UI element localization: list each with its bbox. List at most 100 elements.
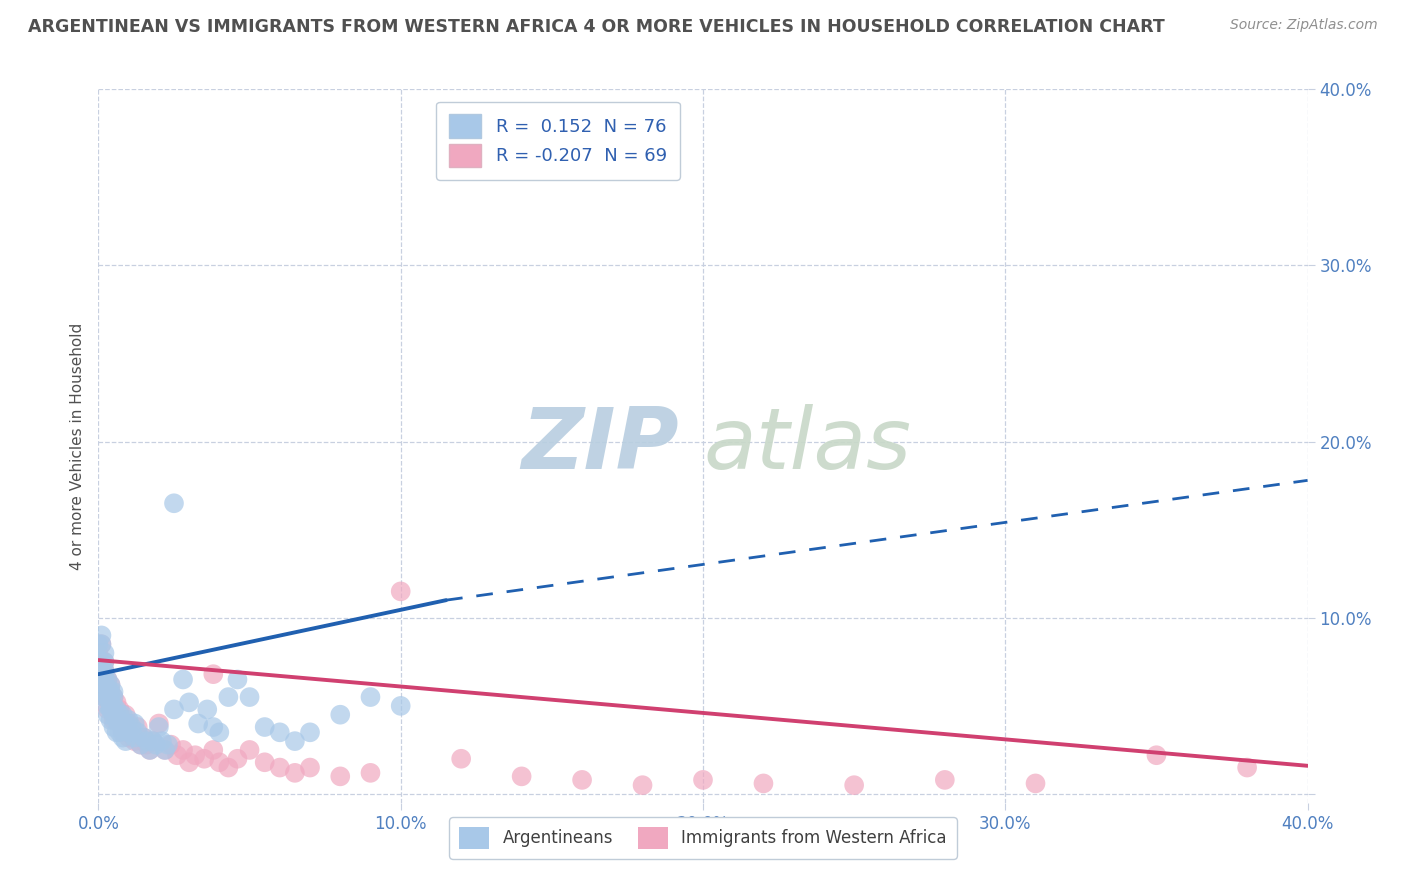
Text: Source: ZipAtlas.com: Source: ZipAtlas.com — [1230, 18, 1378, 32]
Point — [87, 646, 110, 660]
Point — [179, 756, 201, 770]
Point — [142, 734, 165, 748]
Point — [202, 720, 225, 734]
Point — [103, 690, 125, 704]
Point — [269, 760, 291, 774]
Point — [145, 738, 167, 752]
Point — [329, 769, 352, 783]
Point — [90, 637, 112, 651]
Point — [510, 769, 533, 783]
Point — [114, 734, 136, 748]
Point — [139, 743, 162, 757]
Text: ZIP: ZIP — [522, 404, 679, 488]
Point — [226, 752, 249, 766]
Point — [90, 673, 112, 687]
Point — [284, 765, 307, 780]
Point — [450, 752, 472, 766]
Point — [571, 772, 593, 787]
Y-axis label: 4 or more Vehicles in Household: 4 or more Vehicles in Household — [70, 322, 86, 570]
Point — [90, 655, 112, 669]
Point — [135, 734, 157, 748]
Point — [226, 673, 249, 687]
Point — [202, 743, 225, 757]
Point — [90, 681, 112, 696]
Point — [118, 731, 141, 745]
Point — [269, 725, 291, 739]
Point — [360, 690, 382, 704]
Point — [103, 707, 125, 722]
Point — [100, 678, 122, 692]
Point — [217, 690, 239, 704]
Point — [105, 702, 128, 716]
Point — [105, 725, 128, 739]
Point — [299, 725, 322, 739]
Point — [100, 690, 122, 704]
Text: ARGENTINEAN VS IMMIGRANTS FROM WESTERN AFRICA 4 OR MORE VEHICLES IN HOUSEHOLD CO: ARGENTINEAN VS IMMIGRANTS FROM WESTERN A… — [28, 18, 1164, 36]
Point — [100, 698, 122, 713]
Point — [284, 734, 307, 748]
Point — [208, 725, 231, 739]
Point — [118, 713, 141, 727]
Point — [90, 655, 112, 669]
Point — [103, 720, 125, 734]
Point — [389, 698, 412, 713]
Point — [1144, 748, 1167, 763]
Point — [111, 713, 134, 727]
Point — [96, 673, 118, 687]
Point — [631, 778, 654, 792]
Point — [139, 743, 162, 757]
Point — [118, 725, 141, 739]
Point — [129, 738, 152, 752]
Point — [202, 667, 225, 681]
Point — [108, 716, 131, 731]
Point — [239, 743, 262, 757]
Point — [93, 690, 115, 704]
Point — [121, 720, 143, 734]
Point — [844, 778, 866, 792]
Point — [253, 756, 276, 770]
Point — [96, 681, 118, 696]
Point — [93, 664, 115, 678]
Point — [93, 673, 115, 687]
Point — [114, 720, 136, 734]
Point — [93, 690, 115, 704]
Point — [100, 702, 122, 716]
Point — [127, 725, 149, 739]
Legend: Argentineans, Immigrants from Western Africa: Argentineans, Immigrants from Western Af… — [449, 817, 957, 859]
Point — [93, 667, 115, 681]
Point — [96, 698, 118, 713]
Point — [100, 685, 122, 699]
Point — [90, 664, 112, 678]
Point — [100, 713, 122, 727]
Point — [90, 664, 112, 678]
Point — [96, 702, 118, 716]
Point — [108, 702, 131, 716]
Point — [160, 738, 183, 752]
Point — [103, 713, 125, 727]
Point — [100, 685, 122, 699]
Point — [96, 690, 118, 704]
Point — [111, 707, 134, 722]
Point — [103, 698, 125, 713]
Point — [96, 690, 118, 704]
Point — [103, 690, 125, 704]
Point — [111, 725, 134, 739]
Point — [360, 765, 382, 780]
Point — [195, 702, 218, 716]
Point — [156, 738, 179, 752]
Point — [752, 776, 775, 790]
Point — [129, 738, 152, 752]
Point — [96, 681, 118, 696]
Point — [153, 743, 176, 757]
Point — [187, 716, 209, 731]
Point — [90, 628, 112, 642]
Point — [127, 720, 149, 734]
Point — [692, 772, 714, 787]
Point — [163, 496, 186, 510]
Point — [217, 760, 239, 774]
Point — [253, 720, 276, 734]
Point — [172, 743, 194, 757]
Point — [142, 734, 165, 748]
Point — [96, 707, 118, 722]
Point — [1236, 760, 1258, 774]
